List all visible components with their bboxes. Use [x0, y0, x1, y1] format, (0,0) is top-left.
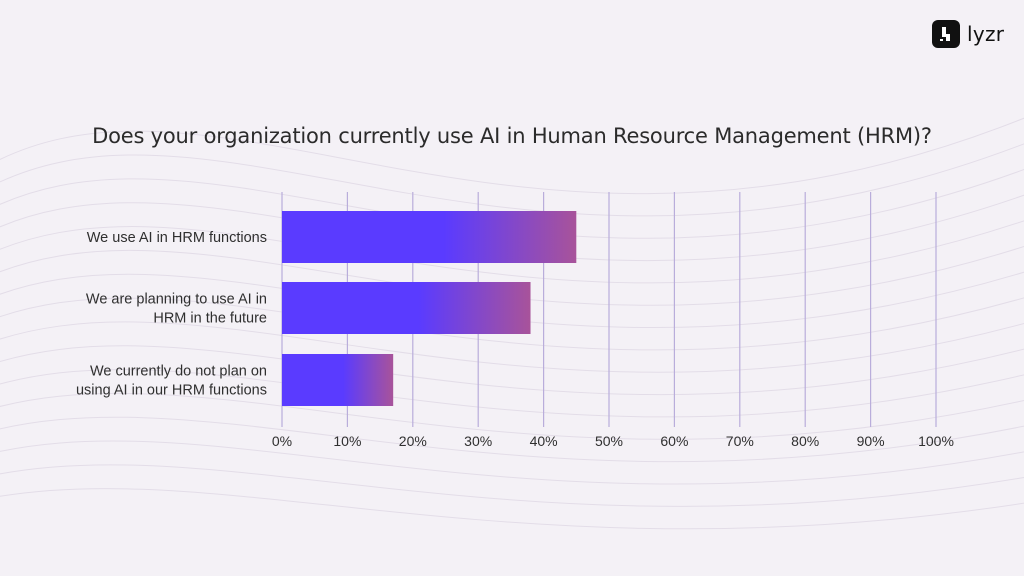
category-label: We currently do not plan on: [90, 364, 267, 380]
bar: [282, 282, 531, 334]
category-label: We use AI in HRM functions: [87, 230, 267, 246]
x-tick-label: 70%: [726, 433, 754, 449]
category-label: using AI in our HRM functions: [76, 383, 267, 399]
x-tick-label: 30%: [464, 433, 492, 449]
lyzr-logo-icon: [932, 20, 960, 48]
x-tick-label: 50%: [595, 433, 623, 449]
background-wave-line: [0, 345, 1024, 396]
x-tick-label: 20%: [399, 433, 427, 449]
background-wave-line: [0, 369, 1024, 418]
chart-title: Does your organization currently use AI …: [92, 124, 932, 148]
x-tick-label: 0%: [272, 433, 292, 449]
bar: [282, 211, 577, 263]
background-wave-line: [0, 392, 1024, 440]
background-wave-line: [0, 143, 1024, 217]
brand-name: lyzr: [967, 22, 1005, 46]
bar: [282, 354, 394, 406]
category-label: We are planning to use AI in: [86, 292, 267, 308]
background-wave-line: [0, 117, 1024, 195]
x-tick-label: 100%: [918, 433, 954, 449]
background-wave-line: [0, 440, 1024, 485]
x-tick-label: 60%: [660, 433, 688, 449]
x-tick-label: 10%: [333, 433, 361, 449]
x-tick-label: 90%: [857, 433, 885, 449]
background-wave-line: [0, 321, 1024, 373]
x-tick-label: 40%: [530, 433, 558, 449]
background-wave-line: [0, 464, 1024, 507]
background-wave-line: [0, 416, 1024, 463]
x-tick-label: 80%: [791, 433, 819, 449]
background-wave-line: [0, 488, 1024, 530]
category-label: HRM in the future: [153, 311, 267, 327]
brand-logo: lyzr: [932, 20, 1004, 48]
